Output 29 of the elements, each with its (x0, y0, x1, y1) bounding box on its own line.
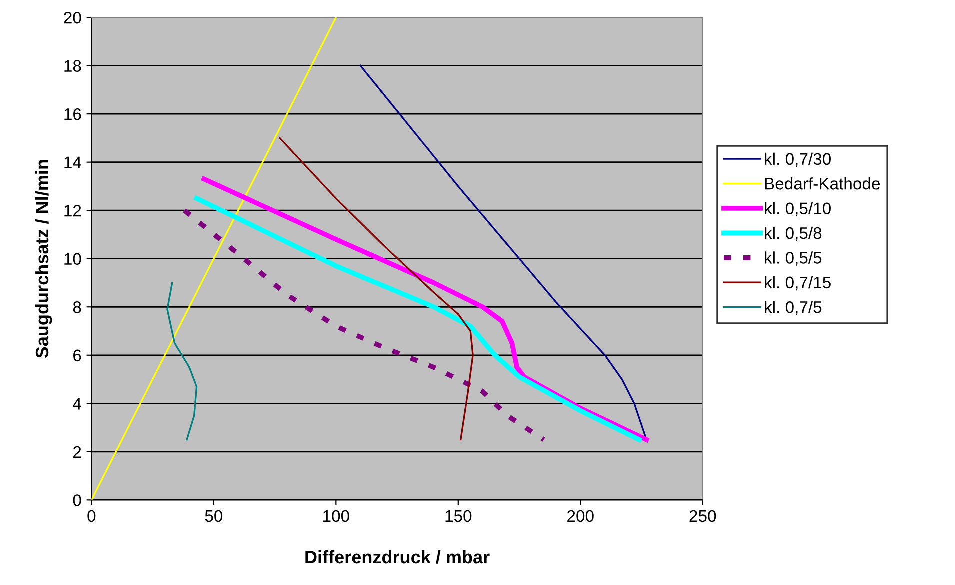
y-tick-label: 4 (73, 398, 82, 410)
legend-label: kl. 0,7/30 (765, 152, 831, 168)
x-tick-label: 250 (690, 510, 716, 522)
legend-label: Bedarf-Kathode (765, 178, 880, 190)
y-tick-label: 6 (74, 350, 82, 362)
y-axis-title: Saugdurchsatz / Nl/min (35, 160, 52, 358)
line-series (182, 208, 546, 442)
y-tick-label: 16 (64, 108, 82, 120)
line-series (279, 137, 474, 441)
x-axis-title: Differenzdruck / mbar (306, 550, 490, 564)
x-tick-label: 200 (568, 510, 594, 522)
x-tick-label: 0 (88, 510, 96, 522)
y-tick-label: 20 (64, 12, 82, 24)
x-tick-label: 100 (324, 510, 350, 522)
legend-label: kl. 0,7/15 (765, 276, 831, 291)
y-tick-label: 0 (73, 494, 82, 506)
line-series (166, 282, 198, 441)
y-tick-label: 2 (74, 446, 82, 458)
y-tick-label: 18 (64, 60, 82, 72)
legend-label: kl. 0,5/10 (765, 202, 831, 216)
y-tick-label: 10 (64, 253, 82, 266)
y-tick-label: 12 (64, 205, 82, 217)
legend-label: kl. 0,5/5 (765, 252, 822, 266)
legend-label: kl. 0,5/8 (765, 226, 822, 242)
legend-label: kl. 0,7/5 (765, 301, 822, 316)
y-tick-label: 8 (73, 302, 82, 314)
x-tick-label: 150 (446, 510, 472, 522)
x-tick-label: 50 (205, 510, 223, 522)
y-tick-label: 14 (64, 156, 82, 168)
